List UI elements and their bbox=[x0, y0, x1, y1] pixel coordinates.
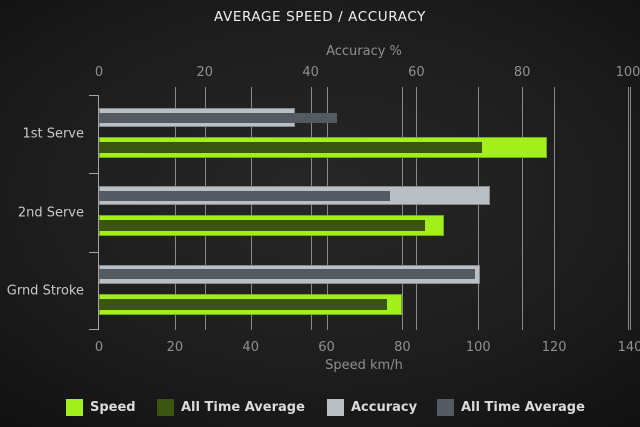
category-label: 1st Serve bbox=[22, 126, 84, 142]
bottom-axis-tick-label: 20 bbox=[166, 340, 184, 355]
axis-tick bbox=[174, 87, 176, 95]
y-axis-tick bbox=[89, 252, 99, 253]
top-axis-tick-label: 0 bbox=[94, 65, 104, 80]
axis-tick bbox=[250, 87, 252, 95]
gridline bbox=[478, 95, 480, 330]
y-axis-tick bbox=[89, 173, 99, 174]
gridline bbox=[630, 95, 631, 330]
speed-average-bar bbox=[99, 142, 483, 153]
bottom-axis-tick-label: 60 bbox=[318, 340, 335, 355]
accuracy-average-bar bbox=[99, 269, 475, 280]
axis-tick bbox=[326, 87, 328, 95]
legend-item: Speed bbox=[66, 398, 136, 416]
legend-swatch bbox=[437, 398, 454, 416]
legend-swatch bbox=[157, 398, 174, 416]
gridline bbox=[204, 95, 206, 330]
legend-label: Accuracy bbox=[351, 399, 418, 415]
axis-tick bbox=[310, 87, 312, 95]
category-label: Grnd Stroke bbox=[6, 283, 84, 299]
accuracy-average-bar bbox=[99, 190, 390, 201]
legend-label: Speed bbox=[90, 399, 136, 415]
category-label: 2nd Serve bbox=[17, 205, 84, 220]
gridline bbox=[402, 95, 404, 330]
axis-tick bbox=[204, 87, 206, 95]
plot-area bbox=[89, 87, 631, 330]
bottom-axis-tick-label: 140 bbox=[617, 340, 640, 355]
speed-average-bar bbox=[99, 220, 426, 232]
legend-label: All Time Average bbox=[181, 399, 305, 415]
speed-average-bar bbox=[99, 298, 388, 310]
gridline bbox=[326, 95, 328, 330]
axis-tick bbox=[630, 87, 631, 95]
gridline bbox=[310, 95, 312, 330]
top-axis-tick-label: 80 bbox=[513, 65, 531, 80]
top-axis-title: Accuracy % bbox=[326, 44, 402, 59]
top-axis-tick-label: 60 bbox=[408, 65, 425, 80]
gridline bbox=[554, 95, 556, 330]
bottom-axis-tick-label: 40 bbox=[242, 340, 259, 355]
top-axis-tick-label: 100 bbox=[615, 65, 640, 80]
bottom-axis-title: Speed km/h bbox=[325, 358, 403, 373]
gridline bbox=[522, 95, 524, 330]
legend-swatch bbox=[327, 398, 344, 416]
top-axis-tick-label: 40 bbox=[302, 65, 319, 80]
y-axis-tick bbox=[89, 95, 99, 96]
legend-label: All Time Average bbox=[461, 399, 585, 415]
legend-item: All Time Average bbox=[157, 398, 305, 416]
gridline bbox=[174, 95, 176, 330]
gridline bbox=[250, 95, 252, 330]
accuracy-average-bar bbox=[99, 112, 338, 123]
bottom-axis-tick-label: 100 bbox=[465, 340, 491, 355]
bottom-axis-tick-label: 120 bbox=[541, 340, 567, 355]
chart-title: AVERAGE SPEED / ACCURACY bbox=[214, 9, 426, 25]
axis-tick bbox=[402, 87, 404, 95]
axis-tick bbox=[554, 87, 556, 95]
axis-tick bbox=[628, 87, 629, 95]
gridline bbox=[416, 95, 418, 330]
bottom-axis-tick-label: 0 bbox=[94, 340, 104, 355]
axis-tick bbox=[522, 87, 524, 95]
axis-tick bbox=[478, 87, 480, 95]
y-axis-tick bbox=[89, 329, 99, 330]
top-axis-tick-label: 20 bbox=[196, 65, 214, 80]
legend-swatch bbox=[66, 398, 83, 416]
y-axis-line bbox=[98, 95, 99, 330]
gridline bbox=[628, 95, 629, 330]
legend-item: Accuracy bbox=[327, 398, 417, 416]
axis-tick bbox=[416, 87, 418, 95]
legend-item: All Time Average bbox=[437, 398, 585, 416]
bottom-axis-tick-label: 80 bbox=[394, 340, 411, 355]
